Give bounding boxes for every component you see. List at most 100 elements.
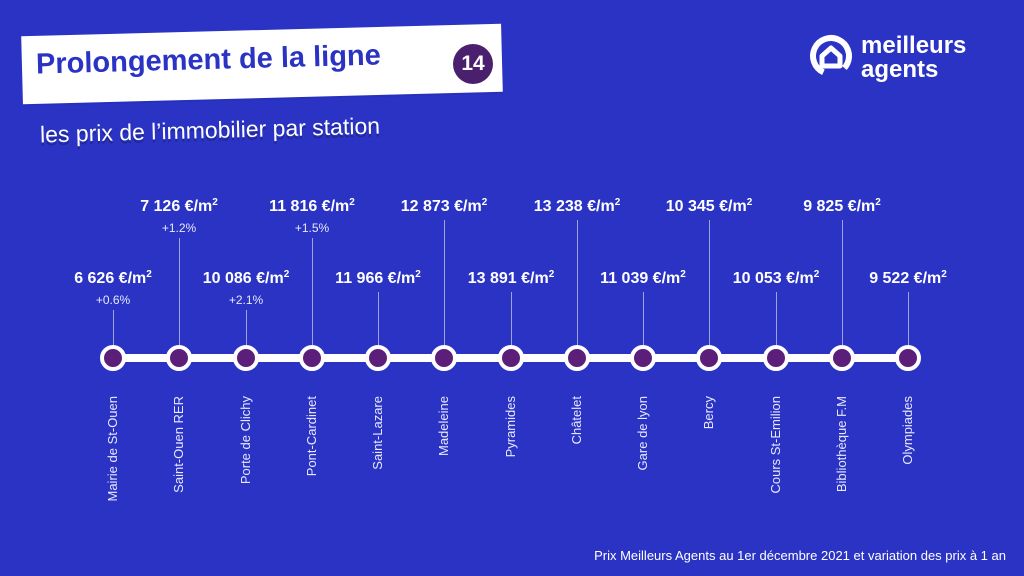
station-5: 11 966 €/m2 Saint-Lazare <box>335 0 421 470</box>
station-name: Bibliothèque F.M <box>834 396 849 493</box>
unit-exponent: 2 <box>212 197 218 208</box>
price-value: 11 966 €/m <box>335 270 416 287</box>
price-variation: +1.2% <box>161 221 197 235</box>
unit-exponent: 2 <box>941 269 947 280</box>
station-3: 10 086 €/m2 +2.1% Porte de Clichy <box>203 0 290 484</box>
station-connector <box>577 220 578 345</box>
unit-exponent: 2 <box>283 269 290 280</box>
station-dot <box>166 345 192 371</box>
station-dot <box>431 345 457 371</box>
station-connector <box>444 220 445 345</box>
station-name: Bercy <box>701 396 716 430</box>
unit-exponent: 2 <box>481 197 488 208</box>
station-name: Gare de lyon <box>635 396 650 471</box>
station-connector <box>113 310 114 345</box>
station-dot <box>630 345 656 371</box>
price-variation: +0.6% <box>95 293 131 307</box>
station-name: Olympiades <box>900 396 915 465</box>
station-dot <box>763 345 789 371</box>
station-dot <box>498 345 524 371</box>
station-dot <box>696 345 722 371</box>
station-7: 13 891 €/m2 Pyramides <box>468 0 555 457</box>
station-1: 6 626 €/m2 +0.6% Mairie de St-Ouen <box>74 0 152 502</box>
station-connector <box>511 292 512 345</box>
unit-exponent: 2 <box>415 269 421 280</box>
house-icon <box>810 35 852 77</box>
station-connector <box>643 292 644 345</box>
station-12: 9 825 €/m2 Bibliothèque F.M <box>803 0 881 492</box>
line-number-badge: 14 <box>453 44 493 84</box>
unit-exponent: 2 <box>614 197 621 208</box>
station-8: 13 238 €/m2 Châtelet <box>534 0 621 444</box>
station-price: 9 825 €/m2 <box>803 197 881 216</box>
price-value: 9 522 €/m <box>869 270 942 287</box>
station-name: Mairie de St-Ouen <box>105 396 120 502</box>
station-price: 11 039 €/m2 <box>600 269 686 288</box>
station-dot <box>100 345 126 371</box>
unit-exponent: 2 <box>349 197 355 208</box>
station-dot <box>299 345 325 371</box>
station-connector <box>776 292 777 345</box>
price-value: 10 053 €/m <box>732 270 814 287</box>
price-value: 11 816 €/m <box>269 198 350 215</box>
station-name: Saint-Lazare <box>370 396 385 470</box>
station-price: 10 053 €/m2 <box>732 269 820 288</box>
station-price: 13 238 €/m2 <box>533 197 621 216</box>
station-price: 10 086 €/m2 <box>202 269 290 288</box>
brand-logo: meilleurs agents <box>807 30 997 90</box>
unit-exponent: 2 <box>746 197 753 208</box>
unit-exponent: 2 <box>146 269 152 280</box>
station-name: Porte de Clichy <box>238 396 253 485</box>
unit-exponent: 2 <box>548 269 555 280</box>
price-value: 10 345 €/m <box>665 198 747 215</box>
unit-exponent: 2 <box>875 197 881 208</box>
station-4: 11 816 €/m2 +1.5% Pont-Cardinet <box>269 0 355 476</box>
station-connector <box>246 310 247 345</box>
station-price: 11 966 €/m2 <box>335 269 421 288</box>
price-value: 13 238 €/m <box>533 198 615 215</box>
station-price: 13 891 €/m2 <box>468 269 555 288</box>
station-price: 7 126 €/m2 <box>140 197 218 216</box>
station-connector <box>378 292 379 345</box>
station-dot <box>895 345 921 371</box>
station-price: 10 345 €/m2 <box>665 197 753 216</box>
price-value: 9 825 €/m <box>803 198 876 215</box>
station-connector <box>842 220 843 345</box>
station-name: Pont-Cardinet <box>304 396 319 477</box>
station-name: Pyramides <box>503 396 518 458</box>
unit-exponent: 2 <box>680 269 686 280</box>
station-connector <box>709 220 710 345</box>
price-value: 6 626 €/m <box>74 270 147 287</box>
station-dot <box>365 345 391 371</box>
station-price: 9 522 €/m2 <box>869 269 947 288</box>
station-price: 12 873 €/m2 <box>400 197 488 216</box>
station-10: 10 345 €/m2 Bercy <box>666 0 753 429</box>
station-9: 11 039 €/m2 Gare de lyon <box>600 0 686 470</box>
station-dot <box>829 345 855 371</box>
station-name: Châtelet <box>569 396 584 445</box>
station-name: Saint-Ouen RER <box>171 396 186 493</box>
station-connector <box>179 238 180 345</box>
station-price: 6 626 €/m2 <box>74 269 152 288</box>
station-13: 9 522 €/m2 Olympiades <box>869 0 947 465</box>
price-variation: +1.5% <box>294 221 330 235</box>
footer-note: Prix Meilleurs Agents au 1er décembre 20… <box>594 548 1006 563</box>
station-dot <box>233 345 259 371</box>
price-value: 10 086 €/m <box>202 270 284 287</box>
station-2: 7 126 €/m2 +1.2% Saint-Ouen RER <box>140 0 218 493</box>
station-name: Cours St-Emilion <box>768 396 783 494</box>
price-value: 7 126 €/m <box>140 198 213 215</box>
logo-line-2: agents <box>861 56 939 83</box>
price-value: 12 873 €/m <box>400 198 482 215</box>
station-price: 11 816 €/m2 <box>269 197 355 216</box>
station-connector <box>908 292 909 345</box>
price-value: 11 039 €/m <box>600 270 681 287</box>
station-6: 12 873 €/m2 Madeleine <box>401 0 488 456</box>
unit-exponent: 2 <box>813 269 820 280</box>
price-variation: +2.1% <box>228 293 264 307</box>
logo-line-1: meilleurs <box>861 32 967 59</box>
station-connector <box>312 238 313 345</box>
station-11: 10 053 €/m2 Cours St-Emilion <box>733 0 820 494</box>
station-dot <box>564 345 590 371</box>
station-name: Madeleine <box>436 396 451 456</box>
